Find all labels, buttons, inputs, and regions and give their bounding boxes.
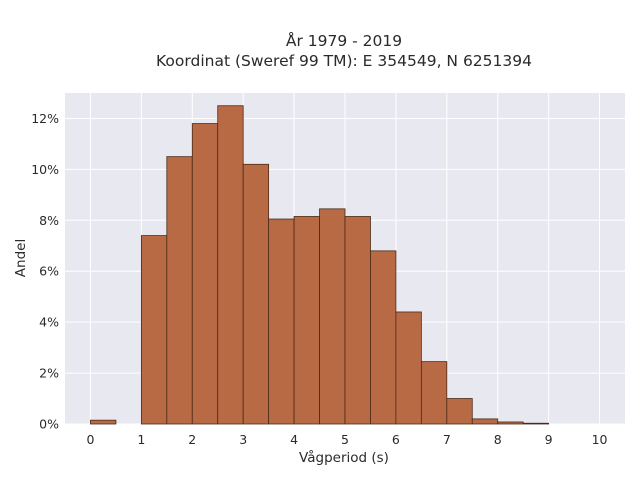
x-tick-label-9: 9 [545,432,553,447]
x-tick-label-0: 0 [86,432,94,447]
y-tick-label-10: 10% [31,162,59,177]
y-tick-label-4: 4% [39,315,59,330]
histogram-bar-15 [471,418,499,425]
histogram-bar-16 [497,421,524,425]
y-tick-label-12: 12% [31,111,59,126]
histogram-bar-8 [293,216,320,425]
x-tick-label-5: 5 [341,432,349,447]
histogram-bar-10 [344,216,371,425]
x-axis-label: Vågperiod (s) [299,449,389,466]
histogram-bar-2 [140,235,168,425]
x-tick-label-7: 7 [443,432,451,447]
x-tick-label-10: 10 [592,432,608,447]
histogram-bar-6 [242,163,270,425]
histogram-bar-5 [217,105,244,425]
histogram-bar-14 [446,398,473,425]
chart-title-line-2: Koordinat (Sweref 99 TM): E 354549, N 62… [156,52,532,70]
y-axis-label: Andel [13,239,29,277]
y-tick-label-2: 2% [39,366,59,381]
chart-title-line-1: År 1979 - 2019 [286,31,402,50]
x-tick-label-3: 3 [239,432,247,447]
histogram-bar-17 [522,422,550,425]
histogram-bar-4 [191,123,219,425]
y-axis-ticks: 0% 2% 4% 6% 8% 10% 12% [31,111,59,432]
histogram-bar-13 [420,361,448,425]
x-axis-ticks: 0 1 2 3 4 5 6 7 8 9 10 [86,432,607,447]
histogram-bar-3 [166,156,193,425]
x-tick-label-6: 6 [392,432,400,447]
y-tick-label-6: 6% [39,264,59,279]
bars [90,105,550,425]
histogram-bar-12 [395,311,422,425]
histogram-bar-9 [319,208,346,425]
histogram-bar-7 [268,218,295,425]
y-tick-label-8: 8% [39,213,59,228]
x-tick-label-4: 4 [290,432,298,447]
y-tick-label-0: 0% [39,417,59,432]
x-tick-label-8: 8 [494,432,502,447]
x-tick-label-1: 1 [137,432,145,447]
histogram-bar-0 [90,419,117,425]
histogram-bar-11 [370,250,397,425]
x-tick-label-2: 2 [188,432,196,447]
